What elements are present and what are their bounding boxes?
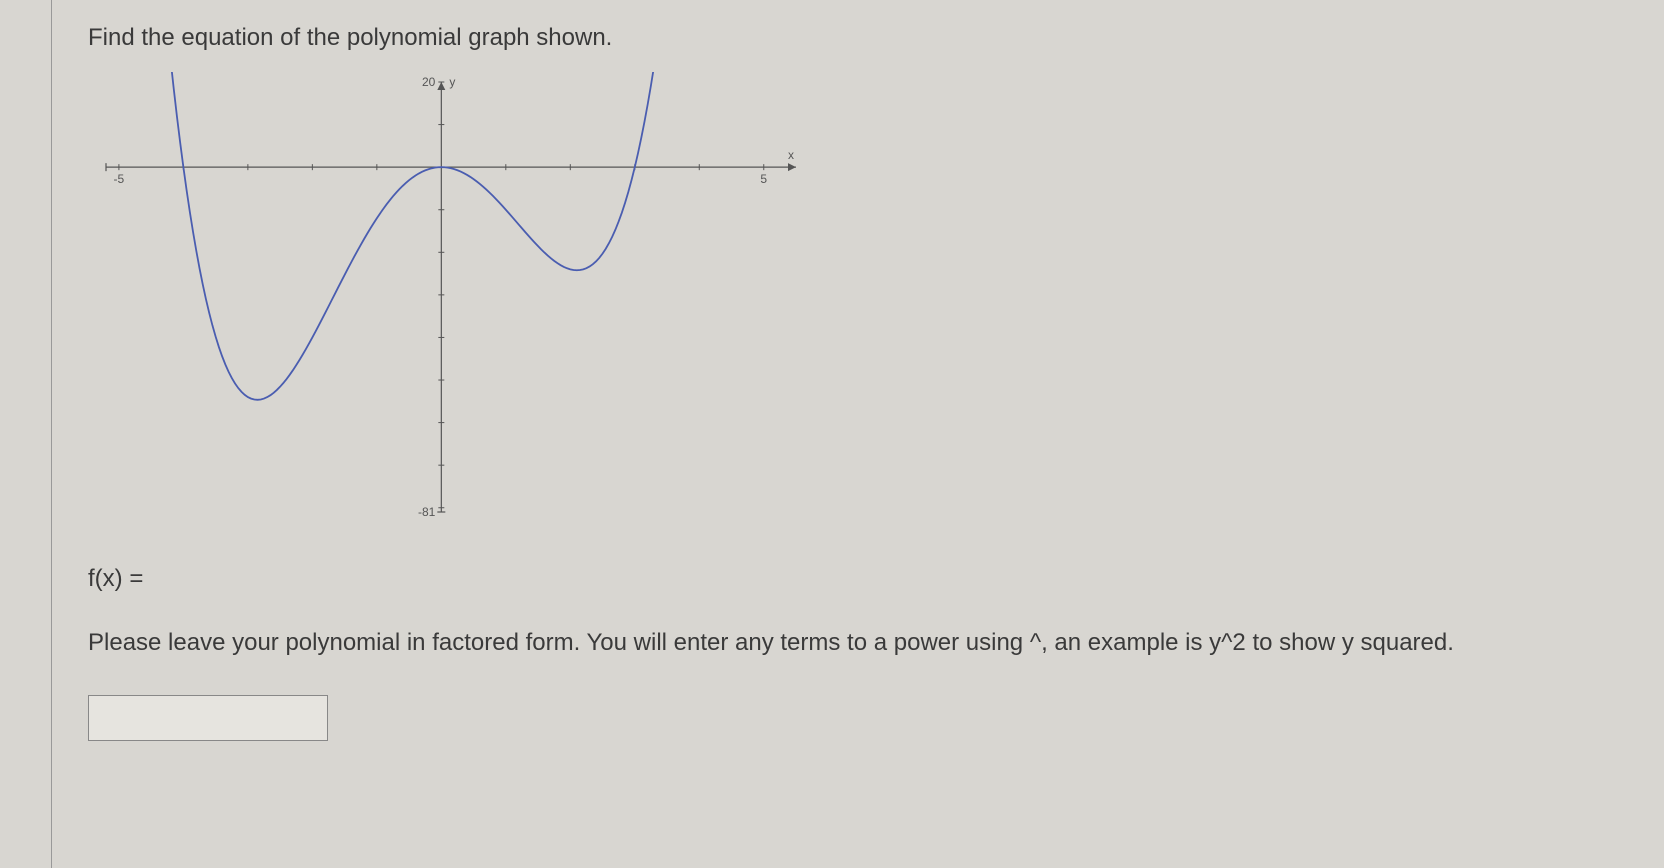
question-prompt: Find the equation of the polynomial grap… <box>88 24 1644 52</box>
fx-label: f(x) = <box>88 565 1644 593</box>
instructions-text: Please leave your polynomial in factored… <box>88 625 1618 661</box>
svg-text:20: 20 <box>422 75 436 89</box>
question-content: Find the equation of the polynomial grap… <box>88 24 1644 741</box>
answer-input[interactable] <box>88 695 328 741</box>
svg-text:x: x <box>788 148 794 162</box>
svg-text:-5: -5 <box>114 172 125 186</box>
polynomial-graph: y x 20 -81 -5 5 <box>96 72 1644 537</box>
left-divider <box>51 0 52 868</box>
graph-svg: y x 20 -81 -5 5 <box>96 72 816 532</box>
svg-text:y: y <box>449 75 455 89</box>
svg-text:-81: -81 <box>418 505 436 519</box>
svg-text:5: 5 <box>760 172 767 186</box>
